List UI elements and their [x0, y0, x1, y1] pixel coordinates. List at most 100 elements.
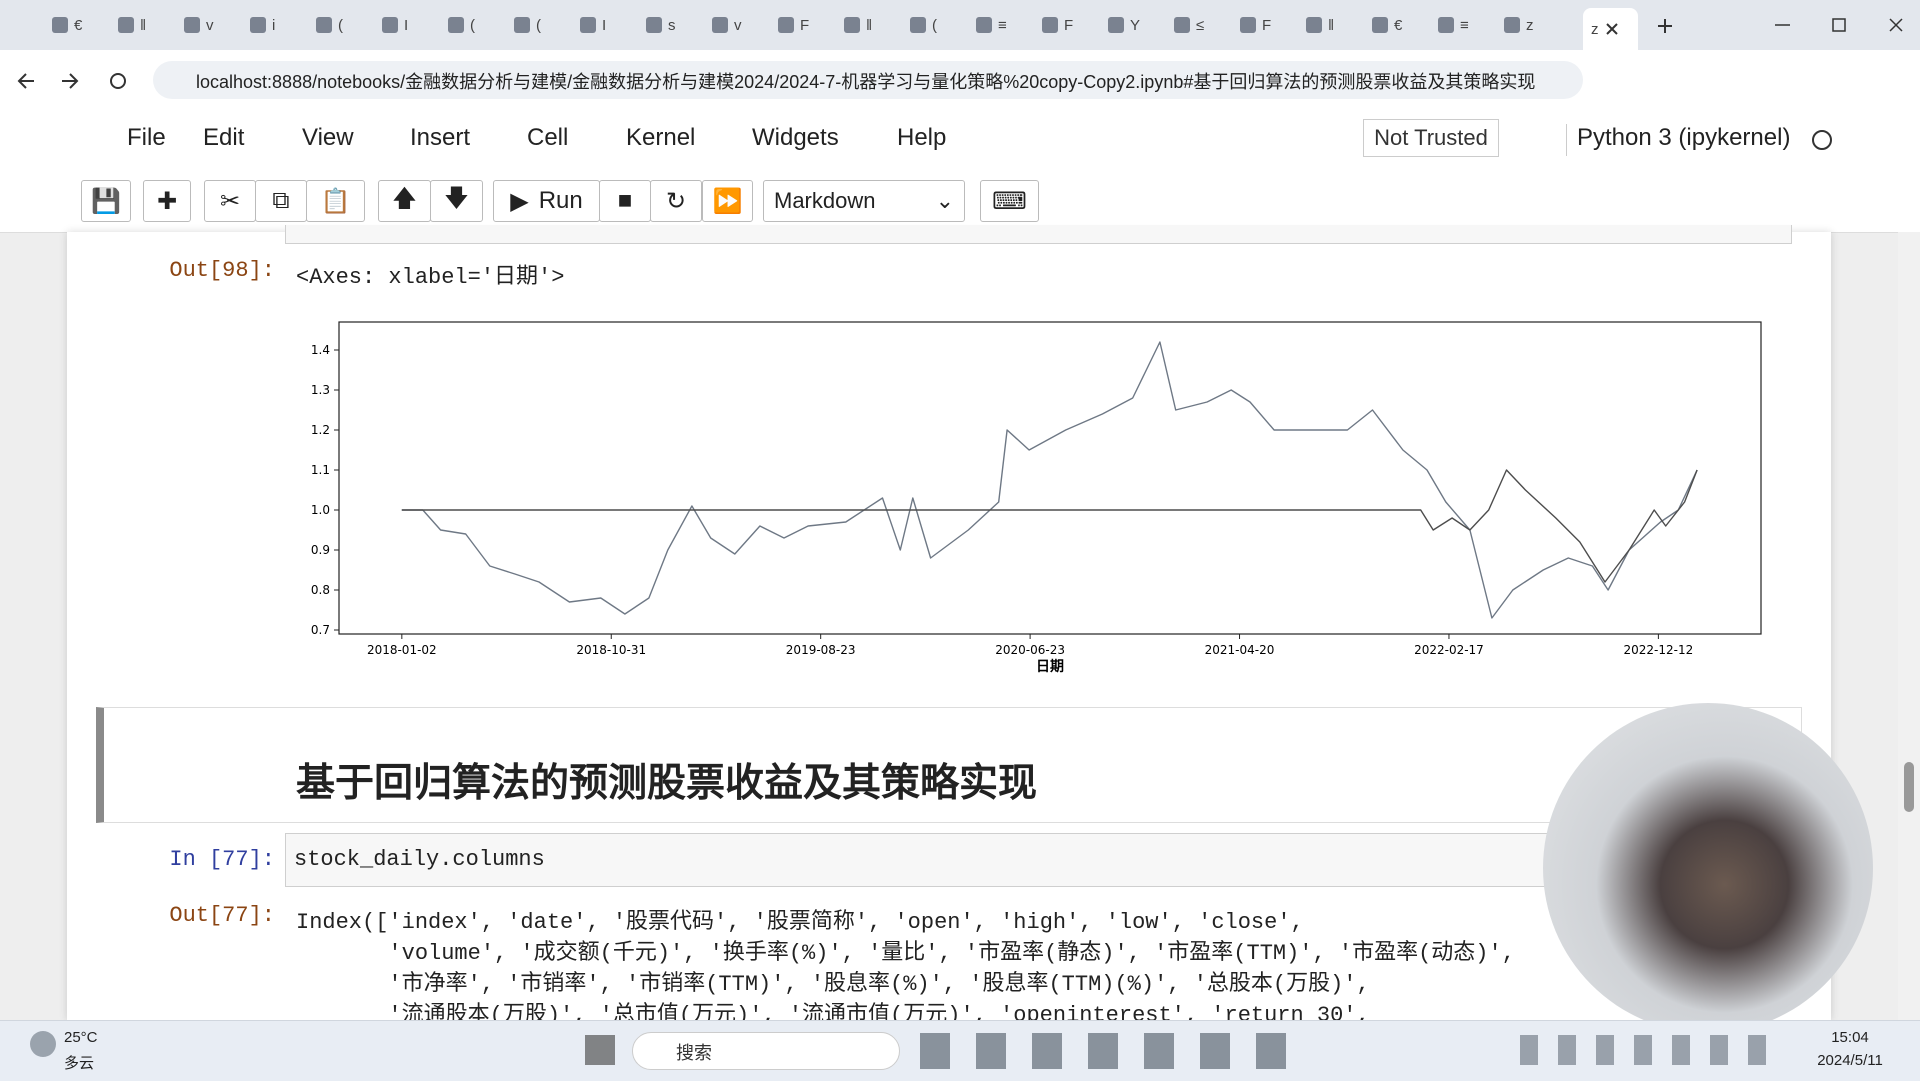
tab-icon [712, 17, 728, 33]
tab-icon [1438, 17, 1454, 33]
menu-item[interactable]: View [302, 124, 354, 151]
tab[interactable]: ǁ [1306, 10, 1334, 40]
tab[interactable]: ( [910, 10, 937, 40]
tab[interactable]: F [1042, 10, 1073, 40]
cell-type-select[interactable]: Markdown ⌄ [763, 180, 965, 222]
taskbar: 25°C 多云 搜索 15:04 2024/5/11 [0, 1020, 1920, 1081]
move-down-button[interactable]: 🡇 [430, 180, 483, 222]
tab[interactable]: I [580, 10, 606, 40]
tab-title: ǁ [140, 16, 147, 34]
tab-title: z [1591, 20, 1599, 38]
tab-title: ≤ [1196, 16, 1205, 34]
menu-item[interactable]: Insert [410, 124, 471, 151]
tab-icon [448, 17, 464, 33]
x-axis-label: 日期 [1036, 659, 1064, 675]
tab[interactable]: i [250, 10, 275, 40]
copy-button[interactable]: ⧉ [255, 180, 307, 222]
tab[interactable]: ǁ [844, 10, 872, 40]
input-prompt: In [77]: [169, 847, 275, 872]
series-line [401, 341, 1698, 619]
dropdown-arrow: ⌄ [935, 188, 954, 213]
tab-icon [1240, 17, 1256, 33]
add-cell-button[interactable]: ✚ [143, 180, 191, 222]
taskbar-apps[interactable] [920, 1033, 1300, 1069]
tab[interactable]: F [1240, 10, 1271, 40]
run-button[interactable]: ▶ Run [493, 180, 600, 222]
nav-buttons[interactable] [14, 66, 154, 96]
output-line: '市净率', '市销率', '市销率(TTM)', '股息率(%)', '股息率… [296, 972, 1370, 997]
menu-item[interactable]: Kernel [626, 124, 696, 151]
stop-button[interactable]: ■ [599, 180, 651, 222]
tab-icon [1504, 17, 1520, 33]
markdown-cell[interactable] [96, 707, 1802, 823]
cell-type: Markdown [774, 188, 876, 213]
tab[interactable]: I [382, 10, 408, 40]
window-controls[interactable] [1770, 14, 1910, 36]
run-all-button[interactable]: ⏩ [702, 180, 753, 222]
tab[interactable]: ( [316, 10, 343, 40]
tab[interactable]: v [184, 10, 214, 40]
tab[interactable]: ( [514, 10, 541, 40]
tab-title: € [74, 16, 83, 34]
menu-item[interactable]: File [127, 124, 166, 151]
tab-title: I [404, 16, 409, 34]
active-tab[interactable]: z [1583, 8, 1638, 50]
tab[interactable]: ǁ [118, 10, 146, 40]
x-tick-label: 2018-10-31 [576, 643, 646, 657]
y-tick-label: 1.1 [311, 463, 330, 477]
tab[interactable]: ( [448, 10, 475, 40]
save-button[interactable]: 💾 [81, 180, 131, 222]
url[interactable]: localhost:8888/notebooks/金融数据分析与建模/金融数据分… [196, 72, 1536, 92]
cut-button[interactable]: ✂ [204, 180, 256, 222]
new-tab[interactable] [1655, 16, 1675, 36]
output-line: Index(['index', 'date', '股票代码', '股票简称', … [296, 910, 1304, 935]
tab[interactable]: F [778, 10, 809, 40]
menu-item[interactable]: Cell [527, 124, 569, 151]
code-text: stock_daily.columns [294, 847, 545, 872]
menu-item[interactable]: Edit [203, 124, 245, 151]
plot-frame [338, 321, 1762, 635]
menu-item[interactable]: Help [897, 124, 947, 151]
tab[interactable]: ≡ [1438, 10, 1469, 40]
x-tick-label: 2018-01-02 [367, 643, 437, 657]
tab[interactable]: ≤ [1174, 10, 1204, 40]
clock-time: 15:04 [1831, 1029, 1869, 1046]
tab[interactable]: v [712, 10, 742, 40]
tab[interactable]: ≡ [976, 10, 1007, 40]
scrollbar[interactable] [1898, 232, 1920, 1020]
tab-icon [1108, 17, 1124, 33]
run-label: Run [538, 187, 583, 214]
tab-icon [52, 17, 68, 33]
y-tick-label: 1.4 [311, 343, 330, 357]
tab[interactable]: Y [1108, 10, 1140, 40]
output-text: <Axes: xlabel='日期'> [296, 265, 565, 290]
tab[interactable]: € [52, 10, 82, 40]
menu-item[interactable]: Widgets [752, 124, 839, 151]
y-tick-label: 0.9 [311, 543, 330, 557]
tab-title: ( [932, 16, 937, 34]
restart-button[interactable]: ↻ [650, 180, 702, 222]
tab[interactable]: s [646, 10, 676, 40]
paste-button[interactable]: 📋 [306, 180, 365, 222]
scroll-thumb[interactable] [1904, 762, 1914, 812]
tab-title: ≡ [1460, 16, 1469, 34]
address-bar[interactable] [153, 61, 1583, 99]
tab-icon [184, 17, 200, 33]
tab[interactable]: € [1372, 10, 1402, 40]
tab-icon [1372, 17, 1388, 33]
tab-icon [910, 17, 926, 33]
run-icon: ▶ [510, 187, 529, 215]
y-tick-label: 0.8 [311, 583, 330, 597]
trust-indicator[interactable]: Not Trusted [1363, 119, 1499, 157]
tab[interactable]: z [1504, 10, 1534, 40]
move-up-button[interactable]: 🡅 [378, 180, 431, 222]
close-icon[interactable] [1605, 22, 1619, 36]
start-button[interactable] [585, 1035, 615, 1065]
y-tick-label: 1.3 [311, 383, 330, 397]
search-box[interactable] [632, 1032, 900, 1070]
tab-icon [1174, 17, 1190, 33]
keyboard-button[interactable]: ⌨ [980, 180, 1039, 222]
y-tick-label: 1.2 [311, 423, 330, 437]
tray-icons[interactable] [1520, 1035, 1780, 1065]
